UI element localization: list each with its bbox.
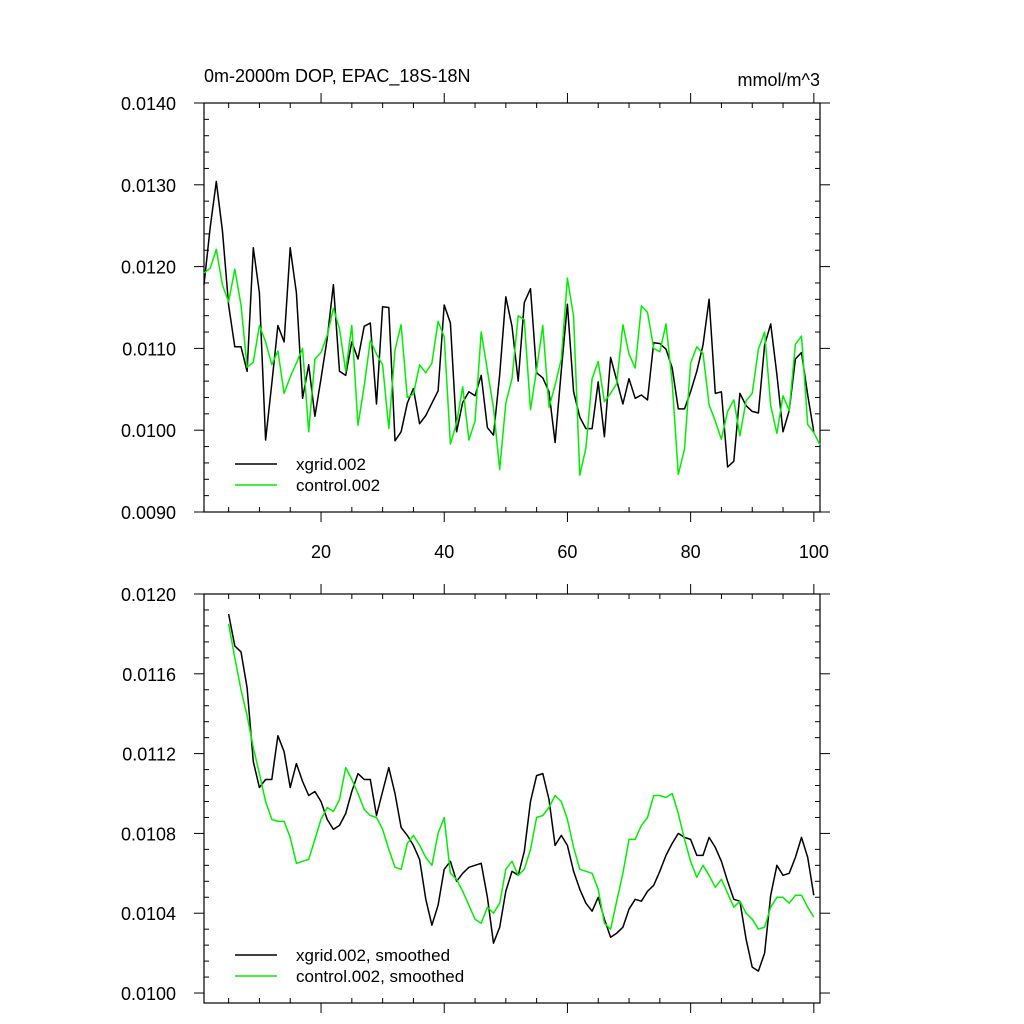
top-plot: 20 40 60 80 100 0.0090 0.0100 0.0110 0.0120 0.013…	[121, 93, 830, 562]
y-tick-label: 0.0104	[121, 904, 176, 924]
y-tick-label: 0.0090	[121, 503, 176, 523]
y-tick-label: 0.0116	[122, 665, 176, 685]
y-tick-label: 0.0100	[121, 984, 176, 1004]
top-plot-frame	[203, 102, 821, 513]
bottom-plot: 0.0100 0.0104 0.0108 0.0112 0.0116 0.0120 xgri…	[121, 584, 830, 1013]
y-tick-label: 0.0120	[121, 585, 176, 605]
legend-label: xgrid.002, smoothed	[296, 946, 450, 965]
x-tick-label: 100	[799, 542, 829, 562]
legend-label: control.002	[296, 476, 380, 495]
units-label: mmol/m^3	[738, 70, 820, 90]
x-tick-label: 20	[311, 542, 331, 562]
x-tick-label: 40	[434, 542, 454, 562]
chart-title: 0m-2000m DOP, EPAC_18S-18N	[204, 66, 470, 87]
bottom-plot-frame	[203, 593, 821, 1004]
y-tick-label: 0.0140	[121, 94, 176, 114]
legend-label: xgrid.002	[296, 455, 366, 474]
y-tick-label: 0.0100	[121, 421, 176, 441]
y-tick-label: 0.0108	[121, 824, 176, 844]
series-line-control-002	[203, 248, 821, 476]
y-tick-label: 0.0110	[122, 339, 176, 359]
y-tick-label: 0.0130	[121, 176, 176, 196]
legend-label: control.002, smoothed	[296, 967, 464, 986]
series-line-control-002-smoothed	[227, 623, 815, 930]
series-line-xgrid-002-smoothed	[227, 613, 815, 972]
y-tick-label: 0.0112	[122, 745, 176, 765]
x-tick-label: 60	[557, 542, 577, 562]
x-tick-label: 80	[681, 542, 701, 562]
y-tick-label: 0.0120	[121, 258, 176, 278]
series-line-xgrid-002	[203, 180, 815, 468]
